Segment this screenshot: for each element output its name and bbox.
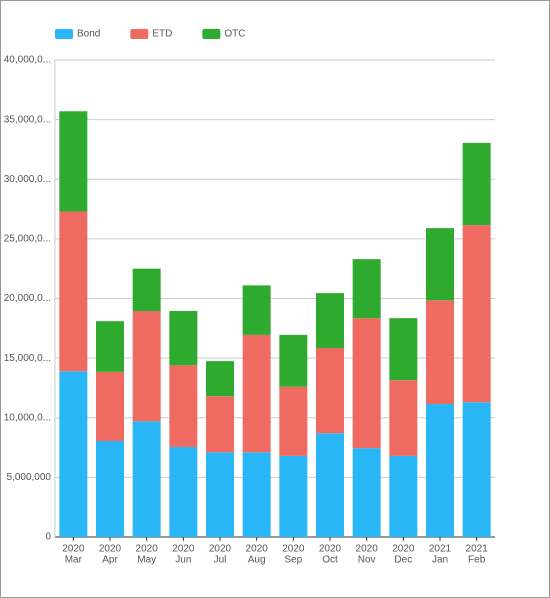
x-tick-label: Sep	[284, 555, 302, 566]
bar-segment	[169, 446, 198, 537]
x-tick-label: Apr	[102, 555, 118, 566]
bar-segment	[316, 293, 344, 348]
bar-segment	[426, 300, 454, 405]
x-tick-label: Jul	[214, 555, 227, 566]
bar-segment	[206, 361, 234, 397]
bar-segment	[426, 228, 454, 301]
legend-label: Bond	[77, 29, 100, 40]
x-tick-label: 2020	[99, 544, 122, 555]
x-tick-label: 2021	[466, 544, 489, 555]
x-tick-label: 2021	[429, 544, 452, 555]
bar-segment	[206, 396, 234, 453]
x-tick-label: Jun	[175, 555, 191, 566]
x-tick-label: Nov	[358, 555, 376, 566]
bar-segment	[132, 421, 161, 537]
bar-segment	[206, 452, 234, 537]
x-tick-label: May	[137, 555, 156, 566]
x-tick-label: Mar	[65, 555, 83, 566]
legend-swatch	[55, 29, 73, 39]
x-tick-label: 2020	[136, 544, 159, 555]
y-tick-label: 10,000,0...	[4, 412, 51, 423]
x-tick-label: 2020	[319, 544, 342, 555]
x-tick-label: 2020	[62, 544, 85, 555]
legend-label: ETD	[152, 29, 172, 40]
bar-segment	[132, 311, 161, 422]
bar-segment	[352, 448, 381, 537]
bar-segment	[59, 371, 88, 537]
x-tick-label: Feb	[468, 555, 486, 566]
bar-segment	[389, 318, 418, 381]
x-tick-label: 2020	[209, 544, 232, 555]
x-tick-label: Aug	[248, 555, 266, 566]
bar-segment	[279, 455, 308, 537]
bar-segment	[389, 455, 418, 537]
bar-segment	[279, 386, 308, 456]
legend-label: OTC	[224, 29, 245, 40]
x-tick-label: 2020	[172, 544, 195, 555]
y-tick-label: 40,000,0...	[4, 55, 51, 66]
bar-segment	[389, 380, 418, 456]
x-tick-label: Jan	[432, 555, 448, 566]
bar-segment	[316, 433, 344, 537]
y-tick-label: 35,000,0...	[4, 114, 51, 125]
x-tick-label: Dec	[394, 555, 412, 566]
x-tick-label: 2020	[282, 544, 305, 555]
bar-segment	[59, 211, 88, 372]
bar-segment	[96, 371, 124, 442]
bar-segment	[132, 268, 161, 312]
y-tick-label: 20,000,0...	[4, 293, 51, 304]
y-tick-label: 25,000,0...	[4, 234, 51, 245]
y-tick-label: 5,000,000	[7, 472, 52, 483]
bar-segment	[352, 259, 381, 319]
bar-segment	[316, 347, 344, 434]
y-tick-label: 30,000,0...	[4, 174, 51, 185]
bar-segment	[96, 321, 124, 372]
bar-segment	[242, 452, 271, 537]
bar-segment	[352, 318, 381, 449]
bar-segment	[96, 441, 124, 537]
legend-swatch	[202, 29, 221, 39]
y-tick-label: 0	[45, 532, 51, 543]
x-tick-label: 2020	[356, 544, 379, 555]
bar-segment	[279, 334, 308, 387]
x-tick-label: Oct	[322, 555, 338, 566]
legend-swatch	[130, 29, 149, 39]
bar-segment	[169, 365, 198, 447]
bar-segment	[59, 111, 88, 212]
bar-segment	[462, 225, 491, 403]
bar-segment	[169, 311, 198, 366]
bar-segment	[426, 404, 454, 537]
bar-segment	[242, 334, 271, 453]
bar-segment	[242, 285, 271, 335]
x-tick-label: 2020	[246, 544, 269, 555]
x-tick-label: 2020	[392, 544, 415, 555]
y-tick-label: 15,000,0...	[4, 353, 51, 364]
bar-segment	[462, 142, 491, 226]
bar-segment	[462, 402, 491, 537]
